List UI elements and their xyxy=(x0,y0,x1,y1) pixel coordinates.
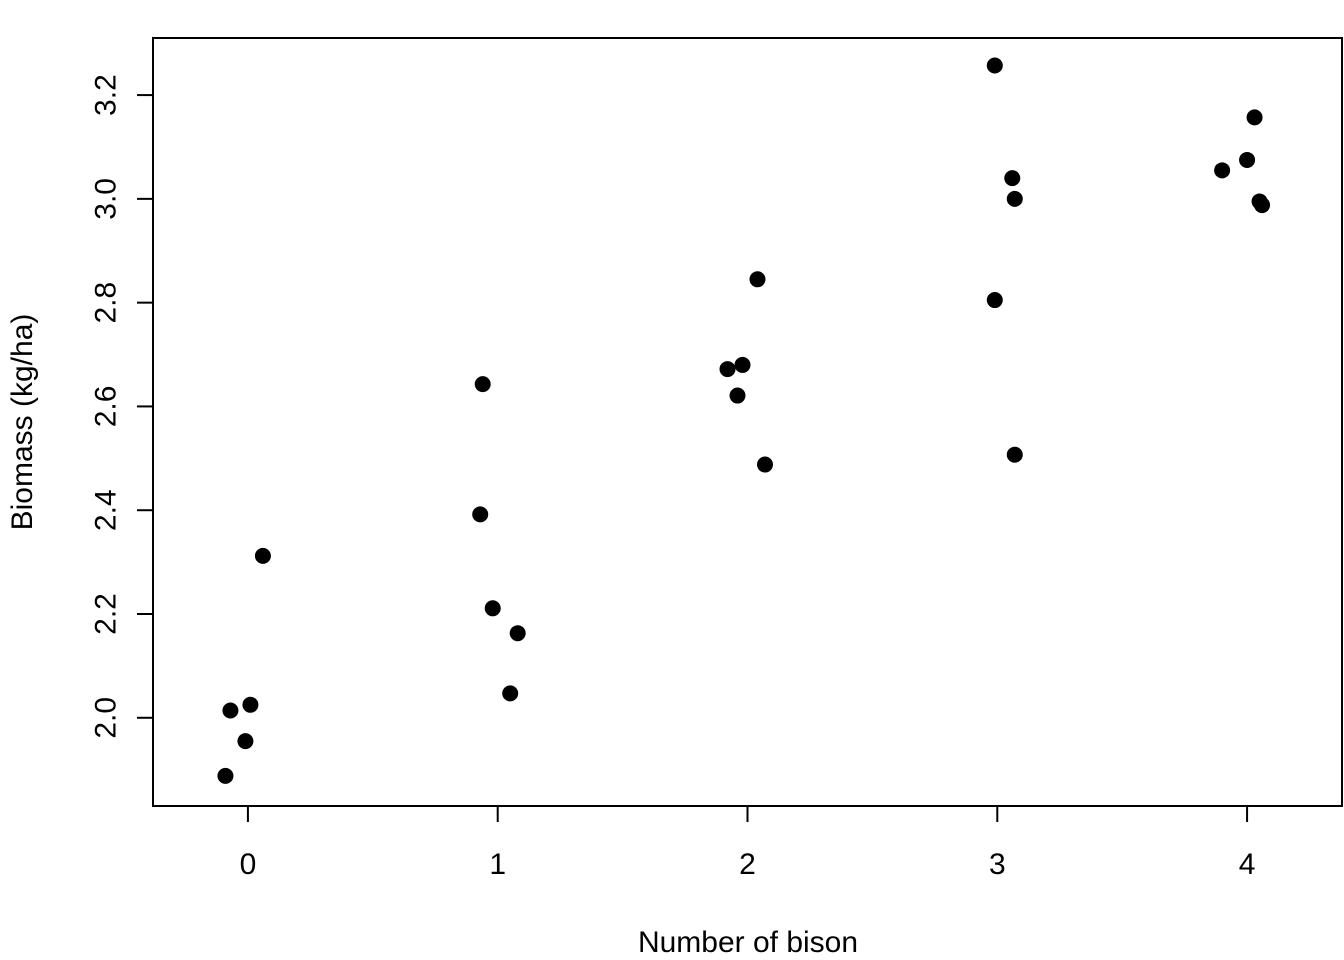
data-point xyxy=(1006,190,1023,207)
x-tick-label: 4 xyxy=(1239,848,1256,881)
data-point xyxy=(474,376,491,393)
y-axis: 2.0 2.2 2.4 2.6 2.8 3.0 3.2 xyxy=(90,74,154,739)
data-point xyxy=(734,356,751,373)
data-point xyxy=(222,702,239,719)
y-tick-label: 2.2 xyxy=(90,593,123,635)
y-axis-title: Biomass (kg/ha) xyxy=(6,314,39,531)
data-point xyxy=(237,733,254,750)
plot-frame xyxy=(152,37,1343,807)
data-point xyxy=(254,547,271,564)
y-tick-label: 2.6 xyxy=(90,386,123,428)
data-point xyxy=(1214,162,1231,179)
y-tick-label: 2.0 xyxy=(90,697,123,739)
data-point xyxy=(719,361,736,378)
data-point xyxy=(756,456,773,473)
x-axis: 0 1 2 3 4 xyxy=(240,805,1256,881)
y-tick-label: 3.0 xyxy=(90,178,123,220)
data-point xyxy=(729,387,746,404)
data-point xyxy=(1254,197,1271,214)
data-point xyxy=(242,696,259,713)
data-point xyxy=(986,57,1003,74)
data-point xyxy=(1246,109,1263,126)
x-tick-label: 2 xyxy=(739,848,756,881)
data-point xyxy=(502,685,519,702)
data-point xyxy=(1004,170,1021,187)
y-tick-label: 2.4 xyxy=(90,489,123,531)
x-tick-label: 0 xyxy=(240,848,257,881)
data-point xyxy=(472,506,489,523)
data-point xyxy=(749,271,766,288)
x-tick-label: 1 xyxy=(489,848,506,881)
data-point xyxy=(217,767,234,784)
y-tick-label: 3.2 xyxy=(90,74,123,116)
data-point xyxy=(1239,151,1256,168)
data-point xyxy=(484,600,501,617)
data-point xyxy=(1006,446,1023,463)
data-point xyxy=(509,625,526,642)
y-tick-label: 2.8 xyxy=(90,282,123,324)
data-point xyxy=(986,292,1003,309)
x-tick-label: 3 xyxy=(989,848,1006,881)
x-axis-title: Number of bison xyxy=(638,926,858,959)
data-points xyxy=(217,57,1271,784)
